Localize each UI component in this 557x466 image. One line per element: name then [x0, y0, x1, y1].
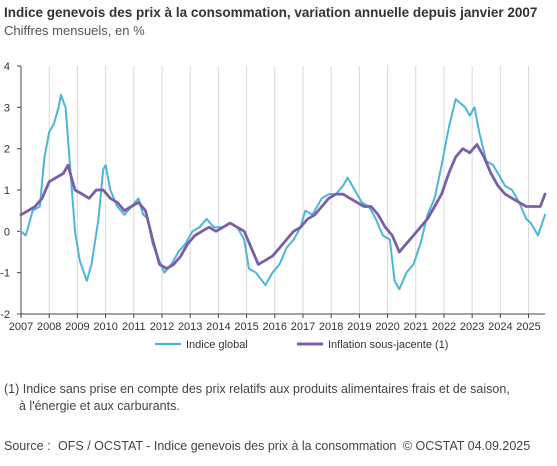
- footnote-line-1: (1) Indice sans prise en compte des prix…: [4, 382, 510, 396]
- source-line: Source : OFS / OCSTAT - Indice genevois …: [4, 439, 530, 453]
- x-tick-label-2020: 2020: [375, 321, 399, 333]
- x-tick-label-2015: 2015: [234, 321, 258, 333]
- x-tick-label-2008: 2008: [37, 321, 61, 333]
- y-tick-label--2: -2: [0, 309, 10, 321]
- x-tick-label-2022: 2022: [432, 321, 456, 333]
- x-tick-label-2019: 2019: [347, 321, 371, 333]
- x-tick-label-2012: 2012: [150, 321, 174, 333]
- x-tick-label-2021: 2021: [404, 321, 428, 333]
- series-line-indice-global: [20, 93, 546, 291]
- y-tick-label-2: 2: [4, 144, 10, 156]
- x-axis-ticks: 2007 2008 2009 2010 2011 2012 2013 2014 2015 2016…: [9, 314, 541, 333]
- legend-label-inflation-sous-jacente: Inflation sous-jacente (1): [328, 339, 448, 351]
- y-tick-label--1: -1: [0, 268, 10, 280]
- grid-lines: [20, 66, 530, 314]
- x-tick-label-2018: 2018: [319, 321, 343, 333]
- y-tick-label-4: 4: [4, 61, 10, 73]
- y-tick-label-3: 3: [4, 102, 10, 114]
- x-tick-label-2013: 2013: [178, 321, 202, 333]
- x-tick-label-2009: 2009: [65, 321, 89, 333]
- series-line-inflation-sous-jacente: [19, 143, 547, 270]
- footnote: (1) Indice sans prise en compte des prix…: [4, 381, 549, 415]
- x-tick-label-2010: 2010: [93, 321, 117, 333]
- legend: Indice global Inflation sous-jacente (1): [155, 339, 448, 351]
- footnote-line-2: à l'énergie et aux carburants.: [19, 399, 180, 413]
- chart-subtitle: Chiffres mensuels, en %: [4, 23, 145, 38]
- x-tick-label-2025: 2025: [516, 321, 540, 333]
- x-tick-label-2017: 2017: [291, 321, 315, 333]
- source-text: OFS / OCSTAT - Indice genevois des prix …: [58, 439, 397, 453]
- x-tick-label-2016: 2016: [263, 321, 287, 333]
- x-tick-label-2011: 2011: [122, 321, 146, 333]
- series-lines: [19, 93, 547, 291]
- y-tick-label-0: 0: [4, 226, 10, 238]
- x-tick-label-2024: 2024: [488, 321, 512, 333]
- x-tick-label-2023: 2023: [460, 321, 484, 333]
- chart-title: Indice genevois des prix à la consommati…: [4, 5, 538, 20]
- source-label: Source :: [4, 439, 51, 453]
- copyright: © OCSTAT 04.09.2025: [402, 439, 531, 453]
- x-tick-label-2007: 2007: [9, 321, 33, 333]
- x-tick-label-2014: 2014: [206, 321, 230, 333]
- y-axis-ticks: -2 -1 0 1 2 3 4: [0, 61, 21, 321]
- y-tick-label-1: 1: [4, 185, 10, 197]
- legend-label-indice-global: Indice global: [186, 339, 248, 351]
